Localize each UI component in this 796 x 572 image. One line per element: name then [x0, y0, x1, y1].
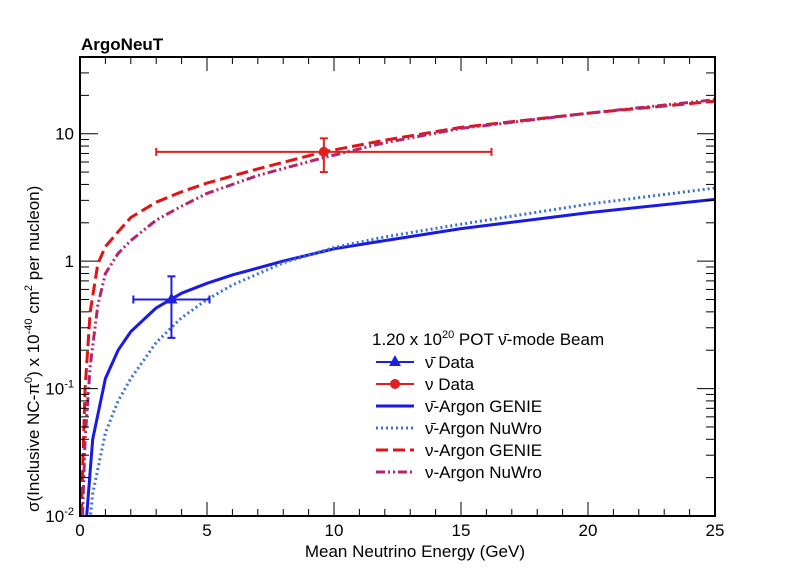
- y-tick-label: 1: [65, 252, 74, 271]
- x-tick-label: 5: [202, 521, 211, 540]
- y-axis-title: σ(Inclusive NC-π0) x 10-40 cm2 per nucle…: [23, 186, 43, 512]
- y-title-unit: cm: [24, 291, 43, 318]
- point-1-marker: [318, 146, 329, 157]
- y-title-mid: ) x 10: [24, 334, 43, 377]
- legend-header-exp: 20: [442, 329, 454, 341]
- x-axis-title: Mean Neutrino Energy (GeV): [305, 542, 525, 561]
- legend-header-pre: 1.20 x 10: [372, 330, 442, 349]
- y-tick-label: 10: [55, 125, 74, 144]
- y-title-tail: per nucleon): [24, 186, 43, 285]
- y-tick-label-base: 10: [55, 125, 74, 144]
- experiment-label: ArgoNeuT: [81, 35, 164, 54]
- y-tick-label-exp: -2: [64, 506, 74, 518]
- legend-swatch-nu-data-marker: [390, 379, 400, 389]
- legend-label-nubar-genie: ν̄-Argon GENIE: [425, 397, 542, 416]
- x-tick-label: 15: [452, 521, 471, 540]
- y-title-pi-sup: 0: [23, 377, 35, 383]
- legend-label-nu-genie: ν-Argon GENIE: [425, 441, 542, 460]
- curves-layer: [80, 98, 715, 516]
- y-title-unit-sup: 2: [23, 285, 35, 291]
- legend-swatch-nubar-data-marker: [389, 355, 401, 366]
- x-tick-label: 20: [579, 521, 598, 540]
- y-tick-label: 10-1: [45, 379, 74, 399]
- series-line-0: [85, 197, 715, 516]
- series-line-1: [88, 186, 715, 516]
- y-title-exp: -40: [23, 318, 35, 334]
- point-0-marker: [165, 292, 178, 304]
- x-tick-label: 0: [75, 521, 84, 540]
- series-line-3: [81, 98, 715, 516]
- y-title-base: σ(Inclusive NC-π: [24, 383, 43, 512]
- legend-header: 1.20 x 1020 POT ν̄-mode Beam: [372, 329, 604, 349]
- y-tick-label-base: 1: [65, 252, 74, 271]
- legend-label-nubar-nuwro: ν̄-Argon NuWro: [425, 419, 542, 438]
- x-tick-label: 10: [325, 521, 344, 540]
- legend: 1.20 x 1020 POT ν̄-mode Beam ν̄ Data ν D…: [372, 329, 604, 482]
- legend-label-nubar-data: ν̄ Data: [425, 353, 475, 372]
- x-tick-label: 25: [706, 521, 725, 540]
- data-points-layer: [132, 137, 493, 339]
- y-tick-label-exp: -1: [64, 379, 74, 391]
- plot-frame: [79, 56, 716, 517]
- y-tick-label: 10-2: [45, 506, 74, 526]
- y-tick-label-base: 10: [45, 380, 64, 399]
- axis-ticks-layer: [79, 56, 716, 517]
- legend-label-nu-nuwro: ν-Argon NuWro: [425, 463, 542, 482]
- legend-label-nu-data: ν Data: [425, 375, 475, 394]
- legend-header-post: POT ν̄-mode Beam: [454, 330, 604, 349]
- y-tick-label-base: 10: [45, 507, 64, 526]
- series-line-2: [80, 99, 715, 516]
